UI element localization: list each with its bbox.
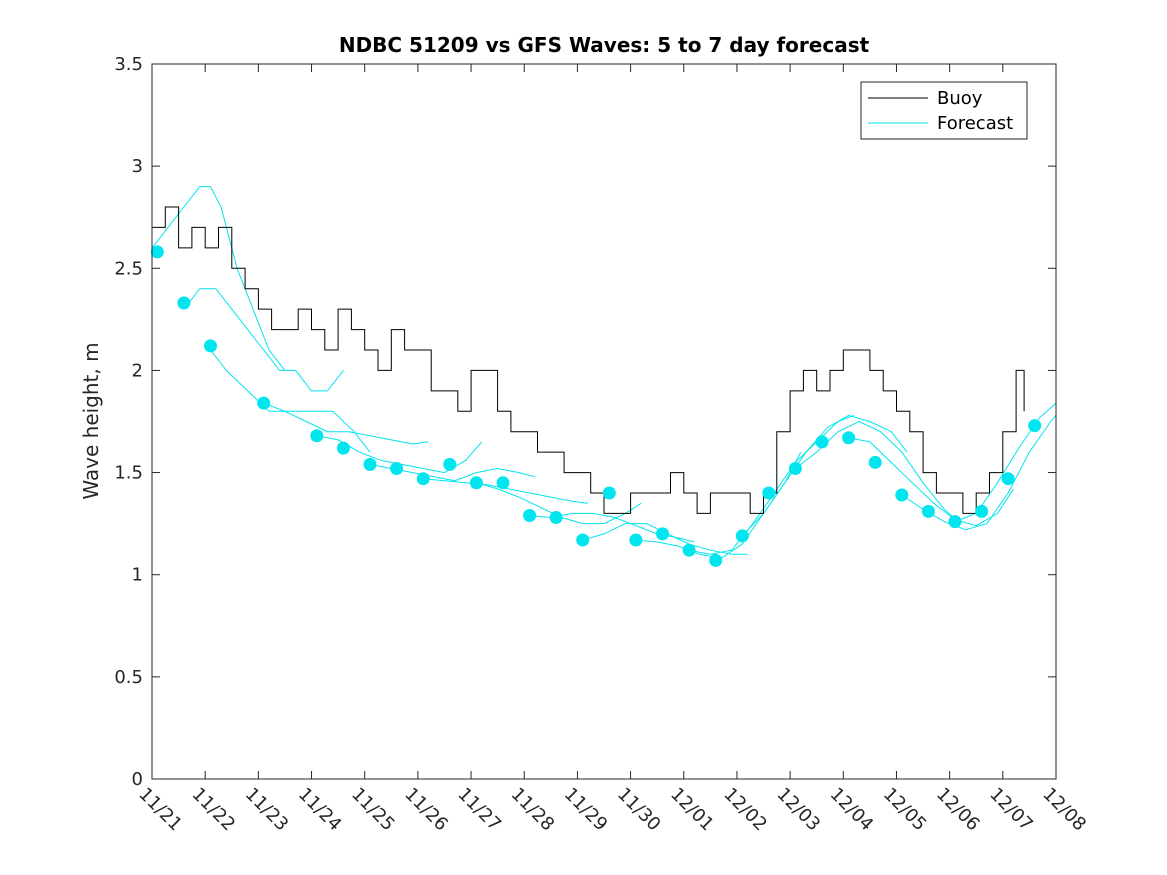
forecast-line [210,349,371,453]
legend: Buoy Forecast [860,81,1028,140]
forecast-line [954,402,1057,523]
forecast-marker [868,455,882,469]
forecast-marker [842,431,856,445]
y-tick-label: 3 [132,156,143,177]
forecast-line [183,288,344,392]
forecast-marker [549,511,563,524]
legend-label-forecast: Forecast [937,113,1013,134]
forecast-line [423,478,589,504]
forecast-marker [815,435,829,449]
forecast-marker [390,462,404,475]
forecast-marker [336,441,350,455]
chart-title: NDBC 51209 vs GFS Waves: 5 to 7 day fore… [339,33,870,57]
forecast-marker [576,533,590,547]
forecast-marker [469,476,483,490]
forecast-line [263,402,429,445]
forecast-marker [1028,419,1042,433]
forecast-marker [895,488,909,502]
forecast-marker [788,462,802,475]
forecast-marker [602,486,616,500]
forecast-marker [762,486,776,500]
y-tick-label: 0 [132,769,143,790]
forecast-line [151,186,286,371]
forecast-marker [1001,472,1015,486]
forecast-marker [257,396,271,410]
y-tick-label: 1 [132,565,143,586]
forecast-marker [709,553,723,567]
forecast-marker [363,457,377,471]
buoy-line [152,206,1025,514]
forecast-marker [496,476,510,490]
axes-background [152,64,1056,779]
forecast-marker [523,509,537,522]
plot-area [152,64,1056,779]
forecast-marker [204,339,217,353]
marker-layer [150,245,1042,567]
legend-label-buoy: Buoy [937,88,983,109]
legend-box [860,81,1028,140]
forecast-marker [975,504,989,518]
forecast-line [741,414,908,537]
forecast-marker [150,245,164,259]
forecast-marker [416,472,430,486]
forecast-line [848,437,1014,527]
y-tick-label: 1.5 [114,463,143,484]
forecast-marker [177,296,191,310]
forecast-marker [629,533,643,547]
y-axis: 0 0.5 1 1.5 2 2.5 3 3.5 [114,54,1056,790]
axes-box [151,63,1057,780]
y-tick-label: 2.5 [114,258,143,279]
forecast-marker [735,529,749,543]
y-tick-label: 0.5 [114,667,143,688]
forecast-marker [310,429,324,443]
forecast-marker [656,527,669,541]
forecast-marker [682,543,696,557]
y-axis-label: Wave height, m [79,342,103,499]
y-tick-label: 2 [132,360,143,381]
forecast-marker [948,515,962,529]
y-tick-label: 3.5 [114,54,143,75]
forecast-marker [921,504,935,518]
forecast-marker [443,457,457,471]
